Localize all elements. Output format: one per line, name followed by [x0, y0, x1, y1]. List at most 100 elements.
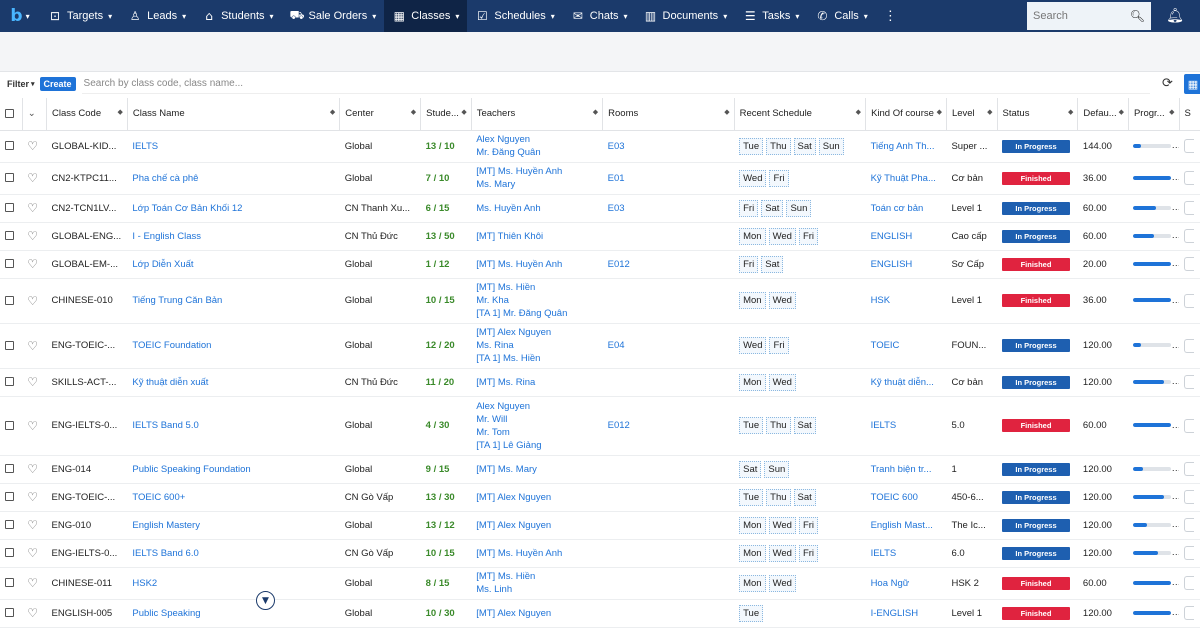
row-select-cell[interactable]	[0, 539, 23, 568]
column-header-center[interactable]: Center ◆	[339, 98, 422, 131]
sort-icon[interactable]: ◆	[987, 109, 993, 116]
sort-icon[interactable]: ◆	[329, 109, 336, 116]
sort-icon[interactable]: ◆	[1169, 109, 1175, 116]
kind-of-course-link[interactable]: ENGLISH	[865, 222, 947, 251]
table-row[interactable]: ♡ SKILLS-ACT-... Kỹ thuật diễn xuất CN Thủ …	[0, 368, 1200, 397]
heart-icon[interactable]: ♡	[27, 606, 38, 620]
nav-item-sale-orders[interactable]: ⛟ Sale Orders ▾	[282, 0, 385, 32]
room-link[interactable]: E03	[602, 130, 735, 163]
search-icon[interactable]: 🔍︎	[1129, 9, 1145, 23]
row-action-button[interactable]	[1184, 293, 1195, 308]
kind-of-course-link-text[interactable]: Tranh biện tr...	[870, 463, 932, 475]
teacher-link[interactable]: Mr. Tom	[476, 426, 510, 438]
table-row[interactable]: ♡ ENG-014 Public Speaking Foundation Global…	[0, 455, 1200, 484]
row-action-cell[interactable]	[1179, 567, 1200, 600]
table-row[interactable]: ♡ ENG-010 English Mastery Global 13 / 12 [MT]…	[0, 511, 1200, 540]
refresh-icon[interactable]: ⟳	[1162, 76, 1173, 91]
teacher-link[interactable]: Alex Nguyen	[476, 134, 531, 145]
kind-of-course-link-text[interactable]: Kỹ thuật diễn...	[870, 376, 934, 388]
row-action-cell[interactable]	[1179, 511, 1200, 540]
kind-of-course-link[interactable]: Tranh biện tr...	[865, 455, 947, 484]
class-name-link[interactable]: Lớp Diễn Xuất	[127, 250, 340, 279]
heart-icon[interactable]: ♡	[27, 293, 38, 308]
nav-item-documents[interactable]: ▥ Documents ▾	[636, 0, 736, 32]
row-action-cell[interactable]	[1179, 323, 1200, 369]
class-name-link-text[interactable]: Tiếng Trung Căn Bản	[132, 295, 223, 306]
row-action-button[interactable]	[1184, 518, 1195, 532]
room-link[interactable]	[602, 222, 735, 251]
room-link-text[interactable]: E04	[607, 340, 625, 351]
sort-icon[interactable]: ◆	[936, 109, 942, 116]
kind-of-course-link[interactable]: IELTS	[865, 539, 947, 568]
row-favorite-cell[interactable]: ♡	[22, 162, 47, 195]
row-action-cell[interactable]	[1179, 162, 1200, 195]
kind-of-course-link-text[interactable]: Kỹ Thuật Pha...	[870, 172, 936, 184]
class-name-link[interactable]: I - English Class	[127, 222, 340, 251]
kind-of-course-link-text[interactable]: Toán cơ bản	[870, 202, 924, 214]
room-link[interactable]	[602, 368, 735, 397]
class-name-link-text[interactable]: English Mastery	[132, 519, 200, 531]
class-name-link[interactable]: Pha chế cà phê	[127, 162, 340, 195]
heart-icon[interactable]: ♡	[27, 139, 38, 153]
kind-of-course-link[interactable]: I-ENGLISH	[865, 599, 947, 628]
room-link[interactable]	[602, 567, 735, 600]
class-name-link-text[interactable]: Public Speaking Foundation	[132, 463, 251, 475]
row-action-cell[interactable]	[1179, 368, 1200, 397]
column-header-rooms[interactable]: Rooms ◆	[602, 98, 735, 131]
teacher-link[interactable]: [TA 1] Ms. Hiền	[476, 353, 541, 364]
row-select-cell[interactable]	[0, 162, 23, 195]
nav-item-classes[interactable]: ▦ Classes ▾	[384, 0, 468, 32]
class-name-link[interactable]: IELTS Band 5.0	[127, 396, 340, 456]
sort-icon[interactable]: ◆	[1118, 109, 1124, 116]
row-checkbox[interactable]	[5, 420, 14, 430]
heart-icon[interactable]: ♡	[27, 375, 38, 389]
kind-of-course-link-text[interactable]: English Mast...	[870, 519, 933, 531]
header-favorite[interactable]: ⌄	[22, 98, 48, 131]
row-action-button[interactable]	[1184, 139, 1195, 153]
kind-of-course-link[interactable]: Toán cơ bản	[865, 194, 947, 223]
create-button[interactable]: Create	[39, 77, 76, 91]
class-name-link-text[interactable]: Kỹ thuật diễn xuất	[132, 376, 209, 388]
nav-item-leads[interactable]: ♙ Leads ▾	[120, 0, 194, 32]
global-search[interactable]: 🔍︎	[1027, 2, 1151, 30]
room-link[interactable]: E03	[602, 194, 735, 223]
teacher-link[interactable]: Ms. Linh	[476, 584, 513, 595]
class-name-link[interactable]: TOEIC 600+	[127, 483, 340, 512]
row-checkbox[interactable]	[5, 259, 14, 269]
row-checkbox[interactable]	[5, 608, 14, 618]
row-select-cell[interactable]	[0, 323, 23, 369]
row-action-cell[interactable]	[1179, 396, 1200, 456]
class-name-link-text[interactable]: Public Speaking	[132, 607, 201, 619]
row-action-button[interactable]	[1184, 576, 1195, 590]
table-row[interactable]: ♡ CHINESE-011 HSK2 Global 8 / 15 [MT] Ms. Hiề…	[0, 567, 1200, 600]
table-row[interactable]: ♡ ENGLISH-005 Public Speaking Global 10 / 30…	[0, 599, 1200, 628]
class-name-link-text[interactable]: TOEIC Foundation	[132, 340, 212, 351]
table-row[interactable]: ♡ CN2-TCN1LV... Lớp Toán Cơ Bản Khối 12 CN …	[0, 194, 1200, 223]
class-name-link-text[interactable]: Lớp Diễn Xuất	[132, 258, 194, 270]
teacher-link[interactable]: [MT] Ms. Mary	[476, 463, 537, 475]
column-settings-icon[interactable]: ▦	[1184, 74, 1200, 94]
row-action-button[interactable]	[1184, 338, 1195, 353]
heart-icon[interactable]: ♡	[27, 462, 38, 476]
room-link-text[interactable]: E03	[607, 202, 625, 214]
teacher-link[interactable]: [MT] Alex Nguyen	[476, 607, 552, 619]
table-row[interactable]: ♡ ENG-TOEIC-... TOEIC 600+ CN Gò Vấp 13 / 30…	[0, 483, 1200, 512]
row-action-button[interactable]	[1184, 462, 1195, 476]
row-favorite-cell[interactable]: ♡	[22, 511, 47, 540]
table-row[interactable]: ♡ GLOBAL-ENG... I - English Class CN Thủ Đứ…	[0, 222, 1200, 251]
sort-icon[interactable]: ◆	[410, 109, 417, 116]
kind-of-course-link-text[interactable]: Tiếng Anh Th...	[870, 140, 935, 152]
kind-of-course-link-text[interactable]: TOEIC 600	[870, 491, 918, 503]
kind-of-course-link-text[interactable]: ENGLISH	[870, 258, 913, 270]
row-favorite-cell[interactable]: ♡	[22, 250, 47, 279]
row-favorite-cell[interactable]: ♡	[22, 130, 47, 163]
sort-icon[interactable]: ◆	[1068, 109, 1074, 116]
kind-of-course-link[interactable]: HSK	[865, 278, 947, 324]
kind-of-course-link[interactable]: English Mast...	[865, 511, 947, 540]
column-header-code[interactable]: Class Code ◆	[46, 98, 128, 131]
row-checkbox[interactable]	[5, 340, 14, 350]
row-select-cell[interactable]	[0, 483, 23, 512]
kind-of-course-link[interactable]: ENGLISH	[865, 250, 947, 279]
row-action-cell[interactable]	[1179, 599, 1200, 628]
row-select-cell[interactable]	[0, 278, 23, 324]
